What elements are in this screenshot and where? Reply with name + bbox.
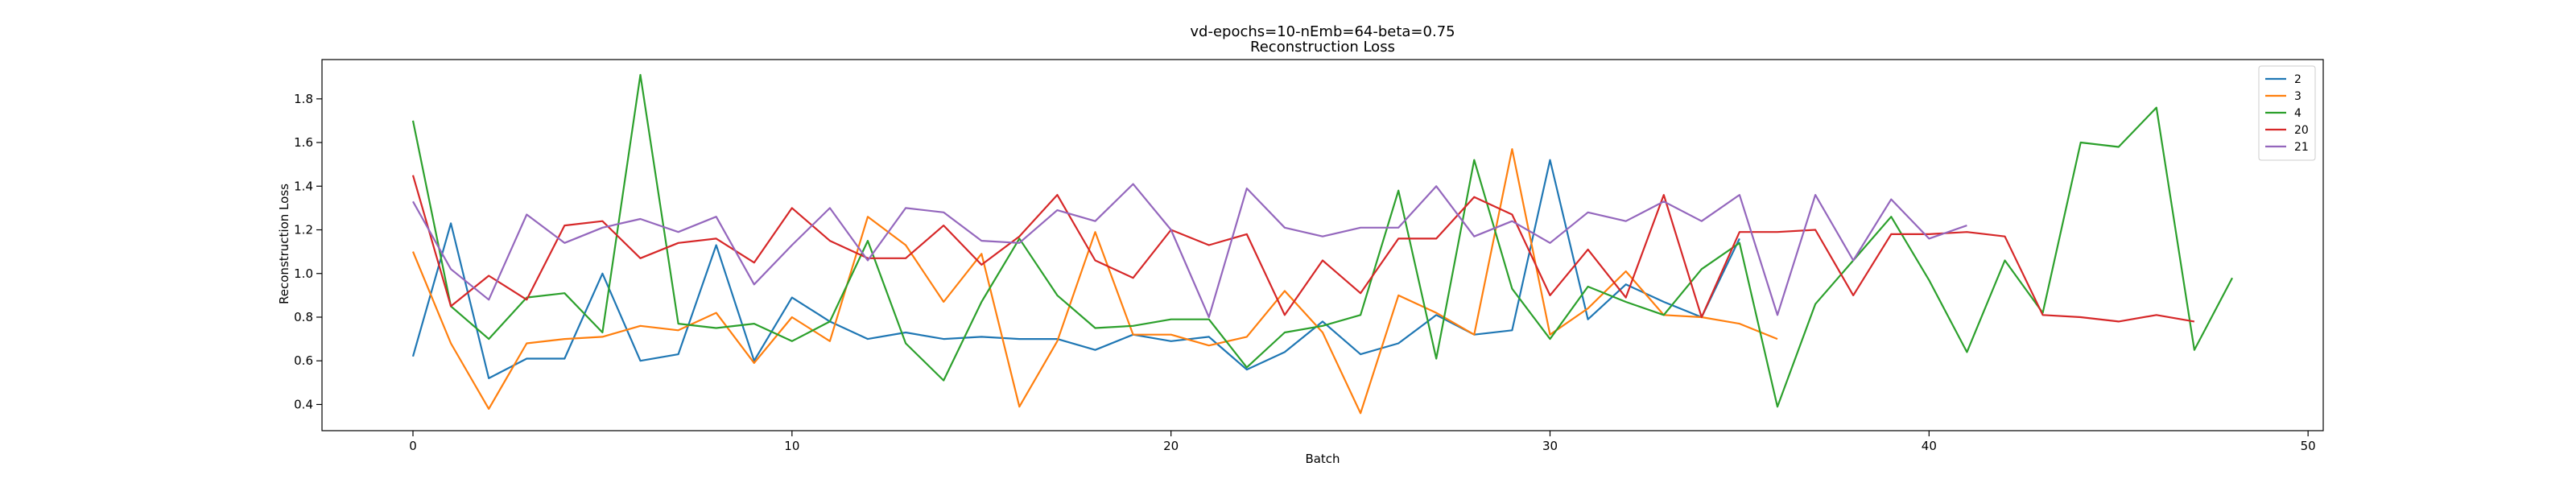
y-tick-label: 0.4 — [294, 397, 313, 411]
plot-frame — [321, 59, 2324, 431]
y-tick-label: 1.4 — [294, 179, 313, 193]
legend-box — [2258, 65, 2316, 161]
y-tick-label: 1.6 — [294, 135, 313, 150]
legend-label-2: 2 — [2294, 73, 2301, 86]
x-axis-label: Batch — [1305, 452, 1340, 466]
y-tick-label: 1.8 — [294, 92, 313, 106]
x-tick-label: 0 — [409, 439, 417, 453]
y-tick-label: 1.0 — [294, 266, 313, 281]
chart-subtitle: Reconstruction Loss — [1250, 39, 1395, 56]
y-axis-label: Reconstruction Loss — [277, 184, 291, 304]
series-line-4 — [411, 73, 2233, 408]
y-tick-label: 1.2 — [294, 223, 313, 237]
chart-title: vd-epochs=10-nEmb=64-beta=0.75 — [1190, 23, 1455, 40]
y-tick-label: 0.8 — [294, 310, 313, 324]
legend-label-4: 4 — [2294, 107, 2301, 120]
series-line-2 — [411, 159, 1740, 379]
x-tick-label: 30 — [1542, 439, 1558, 453]
legend-label-21: 21 — [2294, 141, 2309, 154]
legend-label-20: 20 — [2294, 124, 2309, 137]
x-tick-label: 20 — [1163, 439, 1179, 453]
y-tick-label: 0.6 — [294, 353, 313, 368]
series-line-3 — [411, 148, 1778, 415]
x-tick-label: 10 — [784, 439, 799, 453]
legend-label-3: 3 — [2294, 90, 2301, 103]
x-tick-label: 50 — [2301, 439, 2316, 453]
legend: 2 3 4 20 21 — [2258, 65, 2316, 161]
x-tick-label: 40 — [1922, 439, 1937, 453]
series-line-20 — [411, 175, 2195, 323]
plot-area: 0 10 20 30 40 50 0.4 0.6 0.8 1.0 1.2 1.4 1.6 1.8 — [294, 59, 2324, 453]
series-line-21 — [412, 183, 1967, 319]
